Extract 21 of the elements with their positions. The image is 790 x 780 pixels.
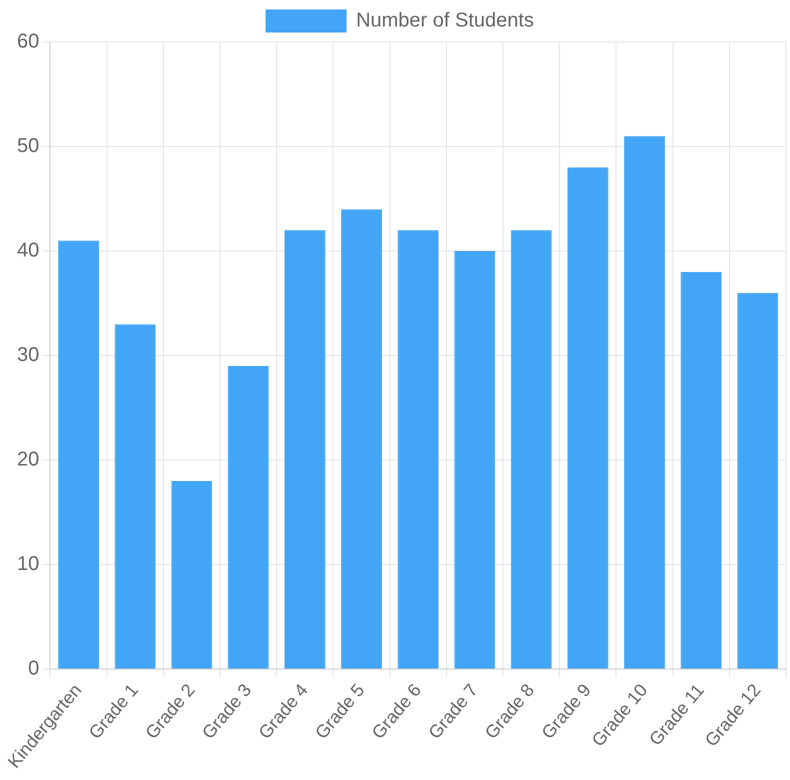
bar [114, 324, 156, 669]
y-tick-label: 50 [16, 135, 40, 158]
y-tick-label: 60 [16, 30, 40, 53]
bar [567, 167, 608, 669]
legend-label: Number of Students [356, 10, 534, 32]
y-tick-label: 20 [16, 448, 40, 471]
bar [228, 366, 269, 669]
bar [510, 230, 552, 669]
bar [398, 230, 439, 669]
bar [58, 240, 99, 669]
y-tick-label: 10 [16, 553, 40, 576]
y-tick-label: 40 [16, 240, 40, 262]
bar [454, 251, 496, 669]
bar [624, 136, 665, 669]
bar [341, 209, 382, 669]
y-tick-label: 0 [28, 658, 40, 680]
bar [284, 230, 326, 669]
bar [680, 272, 722, 669]
y-tick-label: 30 [16, 344, 40, 366]
bar [737, 292, 778, 669]
bar [171, 481, 212, 669]
